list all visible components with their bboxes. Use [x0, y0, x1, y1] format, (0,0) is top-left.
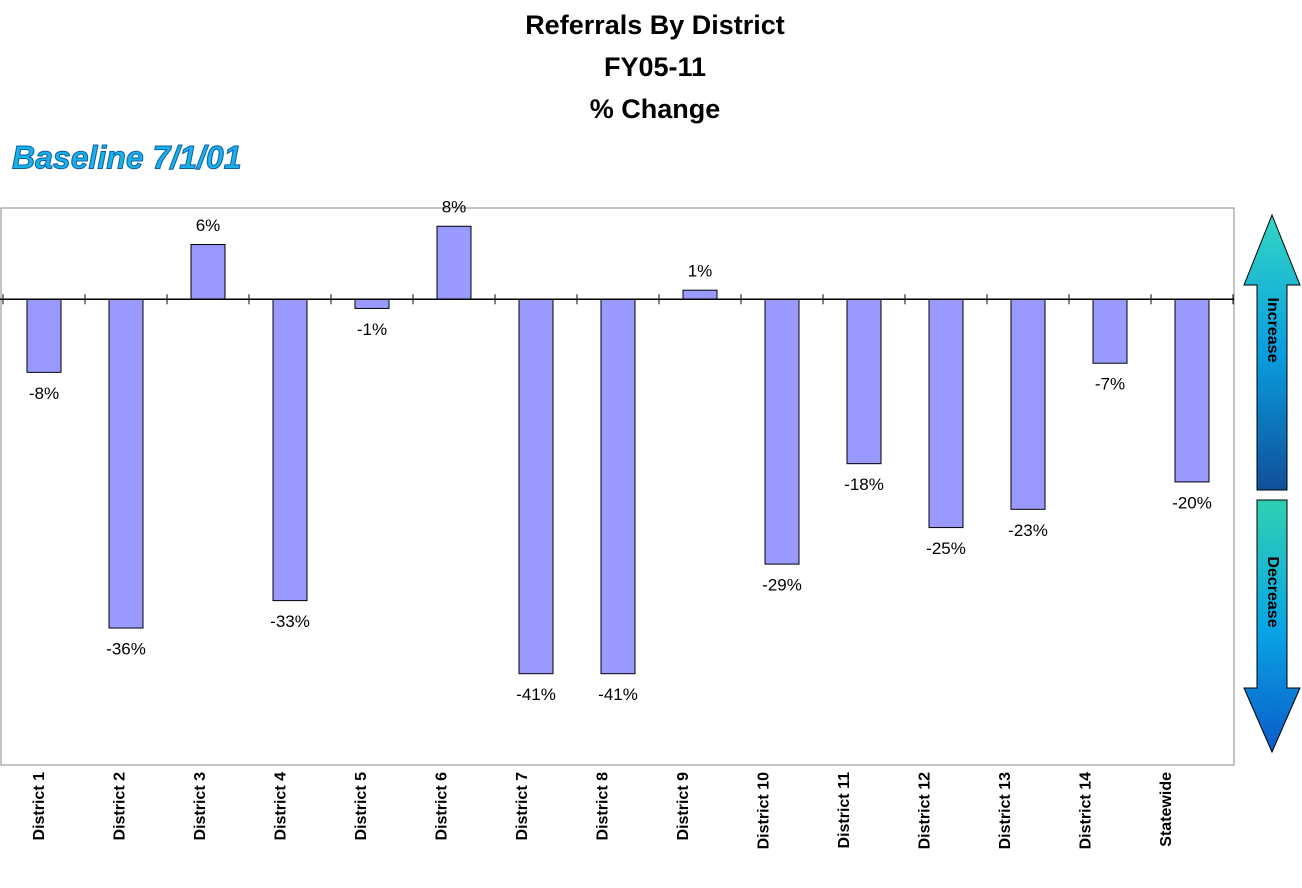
- x-tick-label: District 10: [756, 772, 773, 849]
- value-label: 6%: [196, 216, 221, 235]
- value-label: -41%: [516, 685, 556, 704]
- bar: [272, 298, 308, 602]
- x-tick-label: District 14: [1078, 772, 1095, 849]
- value-label: -41%: [598, 685, 638, 704]
- x-tick-label: District 7: [514, 772, 531, 841]
- x-tick-label: District 8: [595, 772, 612, 841]
- value-label: -23%: [1008, 521, 1048, 540]
- x-tick-label: District 4: [273, 772, 290, 841]
- bar: [436, 225, 472, 300]
- x-tick-label: District 6: [434, 772, 451, 841]
- decrease-arrow: [1243, 499, 1301, 754]
- value-label: -36%: [106, 640, 146, 659]
- value-label: -20%: [1172, 493, 1212, 512]
- bar: [108, 298, 144, 629]
- subtitle: Baseline 7/1/01: [12, 139, 241, 175]
- chart-title: FY05-11: [604, 52, 706, 82]
- value-label: -18%: [844, 475, 884, 494]
- plot-area: [0, 207, 1235, 766]
- bar: [26, 298, 62, 373]
- value-label: -7%: [1095, 375, 1125, 394]
- bar: [600, 298, 636, 675]
- x-tick-label: District 1: [31, 772, 48, 841]
- x-tick-label: District 13: [997, 772, 1014, 849]
- decrease-label: Decrease: [1264, 556, 1281, 627]
- x-tick-label: District 3: [192, 772, 209, 841]
- chart-title: Referrals By District: [525, 10, 785, 40]
- x-tick-label: District 2: [112, 772, 129, 841]
- x-tick-label: District 12: [917, 772, 934, 849]
- x-tick-label: District 9: [675, 772, 692, 841]
- chart-title: % Change: [590, 94, 721, 124]
- x-tick-label: District 5: [353, 772, 370, 841]
- value-label: -1%: [357, 320, 387, 339]
- bar: [928, 298, 964, 529]
- bar: [1174, 298, 1210, 483]
- bar: [354, 298, 390, 309]
- value-label: -8%: [29, 384, 59, 403]
- bar: [518, 298, 554, 675]
- increase-arrow: [1243, 213, 1301, 491]
- value-label: 1%: [688, 262, 713, 281]
- value-label: 8%: [442, 198, 467, 217]
- value-label: -25%: [926, 539, 966, 558]
- bar: [846, 298, 882, 465]
- bar: [1092, 298, 1128, 364]
- value-label: -29%: [762, 576, 802, 595]
- increase-label: Increase: [1264, 298, 1281, 363]
- bar: [682, 289, 718, 300]
- x-tick-label: District 11: [836, 772, 853, 849]
- x-tick-label: Statewide: [1158, 772, 1175, 847]
- bar: [764, 298, 800, 565]
- bar: [1010, 298, 1046, 510]
- bar: [190, 244, 226, 300]
- value-label: -33%: [270, 612, 310, 631]
